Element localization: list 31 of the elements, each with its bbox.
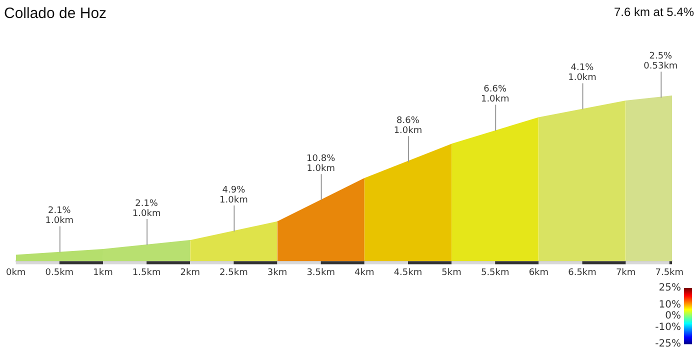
annotation: 2.1% 1.0km xyxy=(45,206,74,226)
color-bar-label: 0% xyxy=(665,310,681,322)
annotation: 10.8% 1.0km xyxy=(306,154,336,174)
color-bar-label: 25% xyxy=(658,282,681,294)
x-tick-label: 4.5km xyxy=(394,268,422,278)
annotation: 4.9% 1.0km xyxy=(220,185,248,206)
annotation: 8.6% 1.0km xyxy=(394,116,422,136)
x-tick-label: 5.5km xyxy=(480,268,510,278)
annotation: 2.5% 0.53km xyxy=(644,52,678,72)
color-bar-label: -25% xyxy=(655,338,681,350)
chart-subtitle: 7.6 km at 5.4% xyxy=(614,5,694,19)
color-bar-label: 10% xyxy=(658,299,681,310)
color-bar-label: -10% xyxy=(655,322,681,333)
annotation: 6.6% 1.0km xyxy=(480,84,510,105)
x-tick-label: 7km xyxy=(616,268,636,278)
x-tick-label: 1.5km xyxy=(132,268,161,278)
annotation: 2.1% 1.0km xyxy=(132,198,161,219)
x-tick-label: 1km xyxy=(93,268,113,278)
x-tick-label: 6km xyxy=(528,268,549,278)
x-tick-label: 7.5km xyxy=(655,268,684,278)
x-tick-label: 2.5km xyxy=(220,268,248,278)
annotation: 4.1% 1.0km xyxy=(568,63,596,84)
x-tick-label: 0.5km xyxy=(45,268,74,278)
x-tick-label: 2km xyxy=(180,268,200,278)
x-tick-label: 0km xyxy=(6,268,26,278)
x-tick-label: 3.5km xyxy=(306,268,335,278)
x-tick-label: 4km xyxy=(354,268,374,278)
x-tick-label: 6.5km xyxy=(568,268,596,278)
x-tick-label: 3km xyxy=(267,268,288,278)
chart-title: Collado de Hoz xyxy=(4,5,107,22)
x-tick-label: 5km xyxy=(442,268,462,278)
